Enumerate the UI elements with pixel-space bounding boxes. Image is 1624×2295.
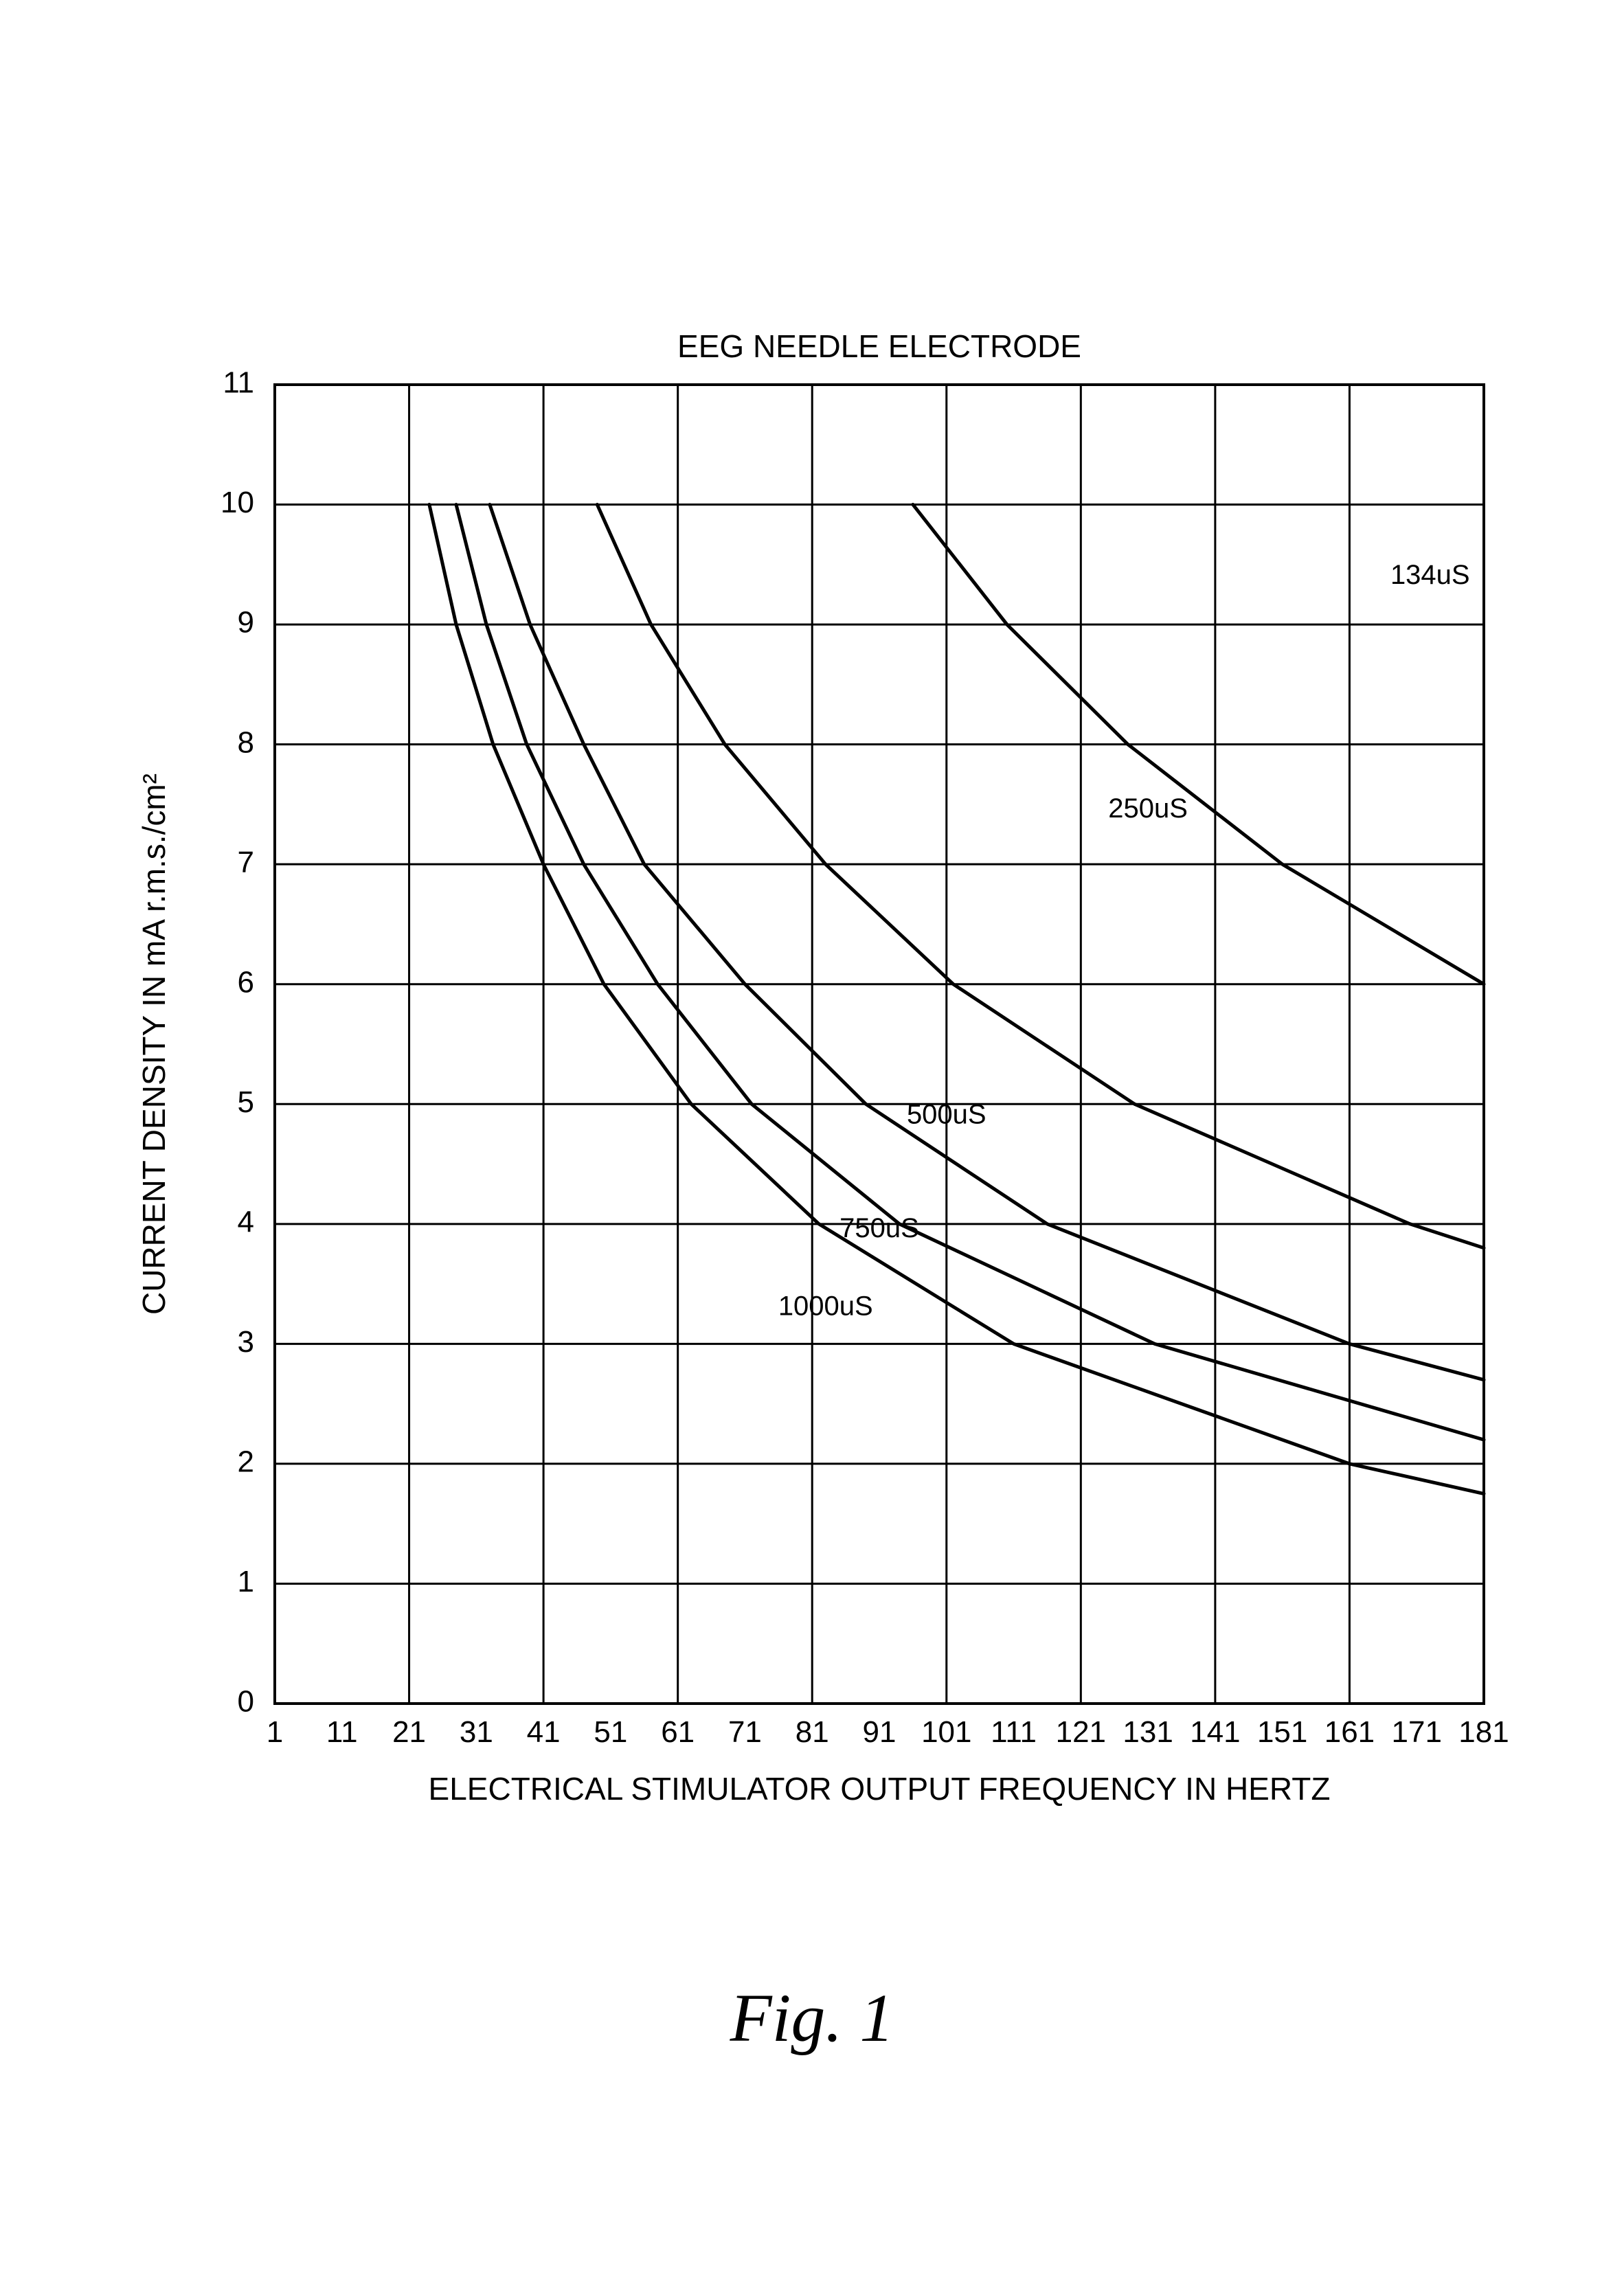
svg-text:250uS: 250uS <box>1108 793 1188 824</box>
svg-text:6: 6 <box>238 965 254 999</box>
svg-text:1000uS: 1000uS <box>778 1291 873 1322</box>
svg-text:9: 9 <box>238 606 254 640</box>
svg-text:21: 21 <box>392 1715 426 1749</box>
svg-text:91: 91 <box>863 1715 896 1749</box>
svg-text:500uS: 500uS <box>907 1099 986 1129</box>
svg-text:71: 71 <box>728 1715 762 1749</box>
svg-text:1: 1 <box>267 1715 283 1749</box>
svg-text:151: 151 <box>1257 1715 1307 1749</box>
svg-text:8: 8 <box>238 725 254 759</box>
svg-text:131: 131 <box>1123 1715 1173 1749</box>
svg-text:11: 11 <box>223 366 254 400</box>
page: 1000uS750uS500uS250uS134uS11121314151617… <box>0 0 1624 2295</box>
svg-text:111: 111 <box>991 1715 1037 1749</box>
svg-text:61: 61 <box>661 1715 695 1749</box>
svg-text:141: 141 <box>1190 1715 1240 1749</box>
svg-text:4: 4 <box>238 1205 254 1239</box>
svg-text:7: 7 <box>238 846 254 879</box>
chart-container: 1000uS750uS500uS250uS134uS11121314151617… <box>96 330 1525 1841</box>
svg-text:171: 171 <box>1392 1715 1442 1749</box>
svg-text:5: 5 <box>238 1085 254 1119</box>
svg-text:121: 121 <box>1056 1715 1106 1749</box>
svg-text:134uS: 134uS <box>1390 560 1470 590</box>
svg-text:EEG NEEDLE ELECTRODE: EEG NEEDLE ELECTRODE <box>677 330 1081 364</box>
svg-text:ELECTRICAL STIMULATOR OUTPUT F: ELECTRICAL STIMULATOR OUTPUT FREQUENCY I… <box>429 1771 1331 1807</box>
chart-svg: 1000uS750uS500uS250uS134uS11121314151617… <box>96 330 1525 1841</box>
svg-text:31: 31 <box>460 1715 493 1749</box>
figure-caption: Fig. 1 <box>0 1978 1624 2057</box>
svg-text:CURRENT DENSITY IN mA r.m.s./c: CURRENT DENSITY IN mA r.m.s./cm² <box>136 773 172 1315</box>
svg-text:10: 10 <box>221 486 254 519</box>
svg-text:101: 101 <box>921 1715 971 1749</box>
svg-text:3: 3 <box>238 1325 254 1359</box>
svg-text:181: 181 <box>1458 1715 1509 1749</box>
svg-text:2: 2 <box>238 1445 254 1479</box>
svg-text:81: 81 <box>796 1715 829 1749</box>
svg-text:0: 0 <box>238 1685 254 1719</box>
svg-text:750uS: 750uS <box>839 1213 919 1243</box>
svg-text:1: 1 <box>238 1565 254 1598</box>
svg-text:11: 11 <box>326 1715 358 1749</box>
svg-text:41: 41 <box>527 1715 561 1749</box>
svg-text:161: 161 <box>1324 1715 1375 1749</box>
svg-text:51: 51 <box>594 1715 627 1749</box>
